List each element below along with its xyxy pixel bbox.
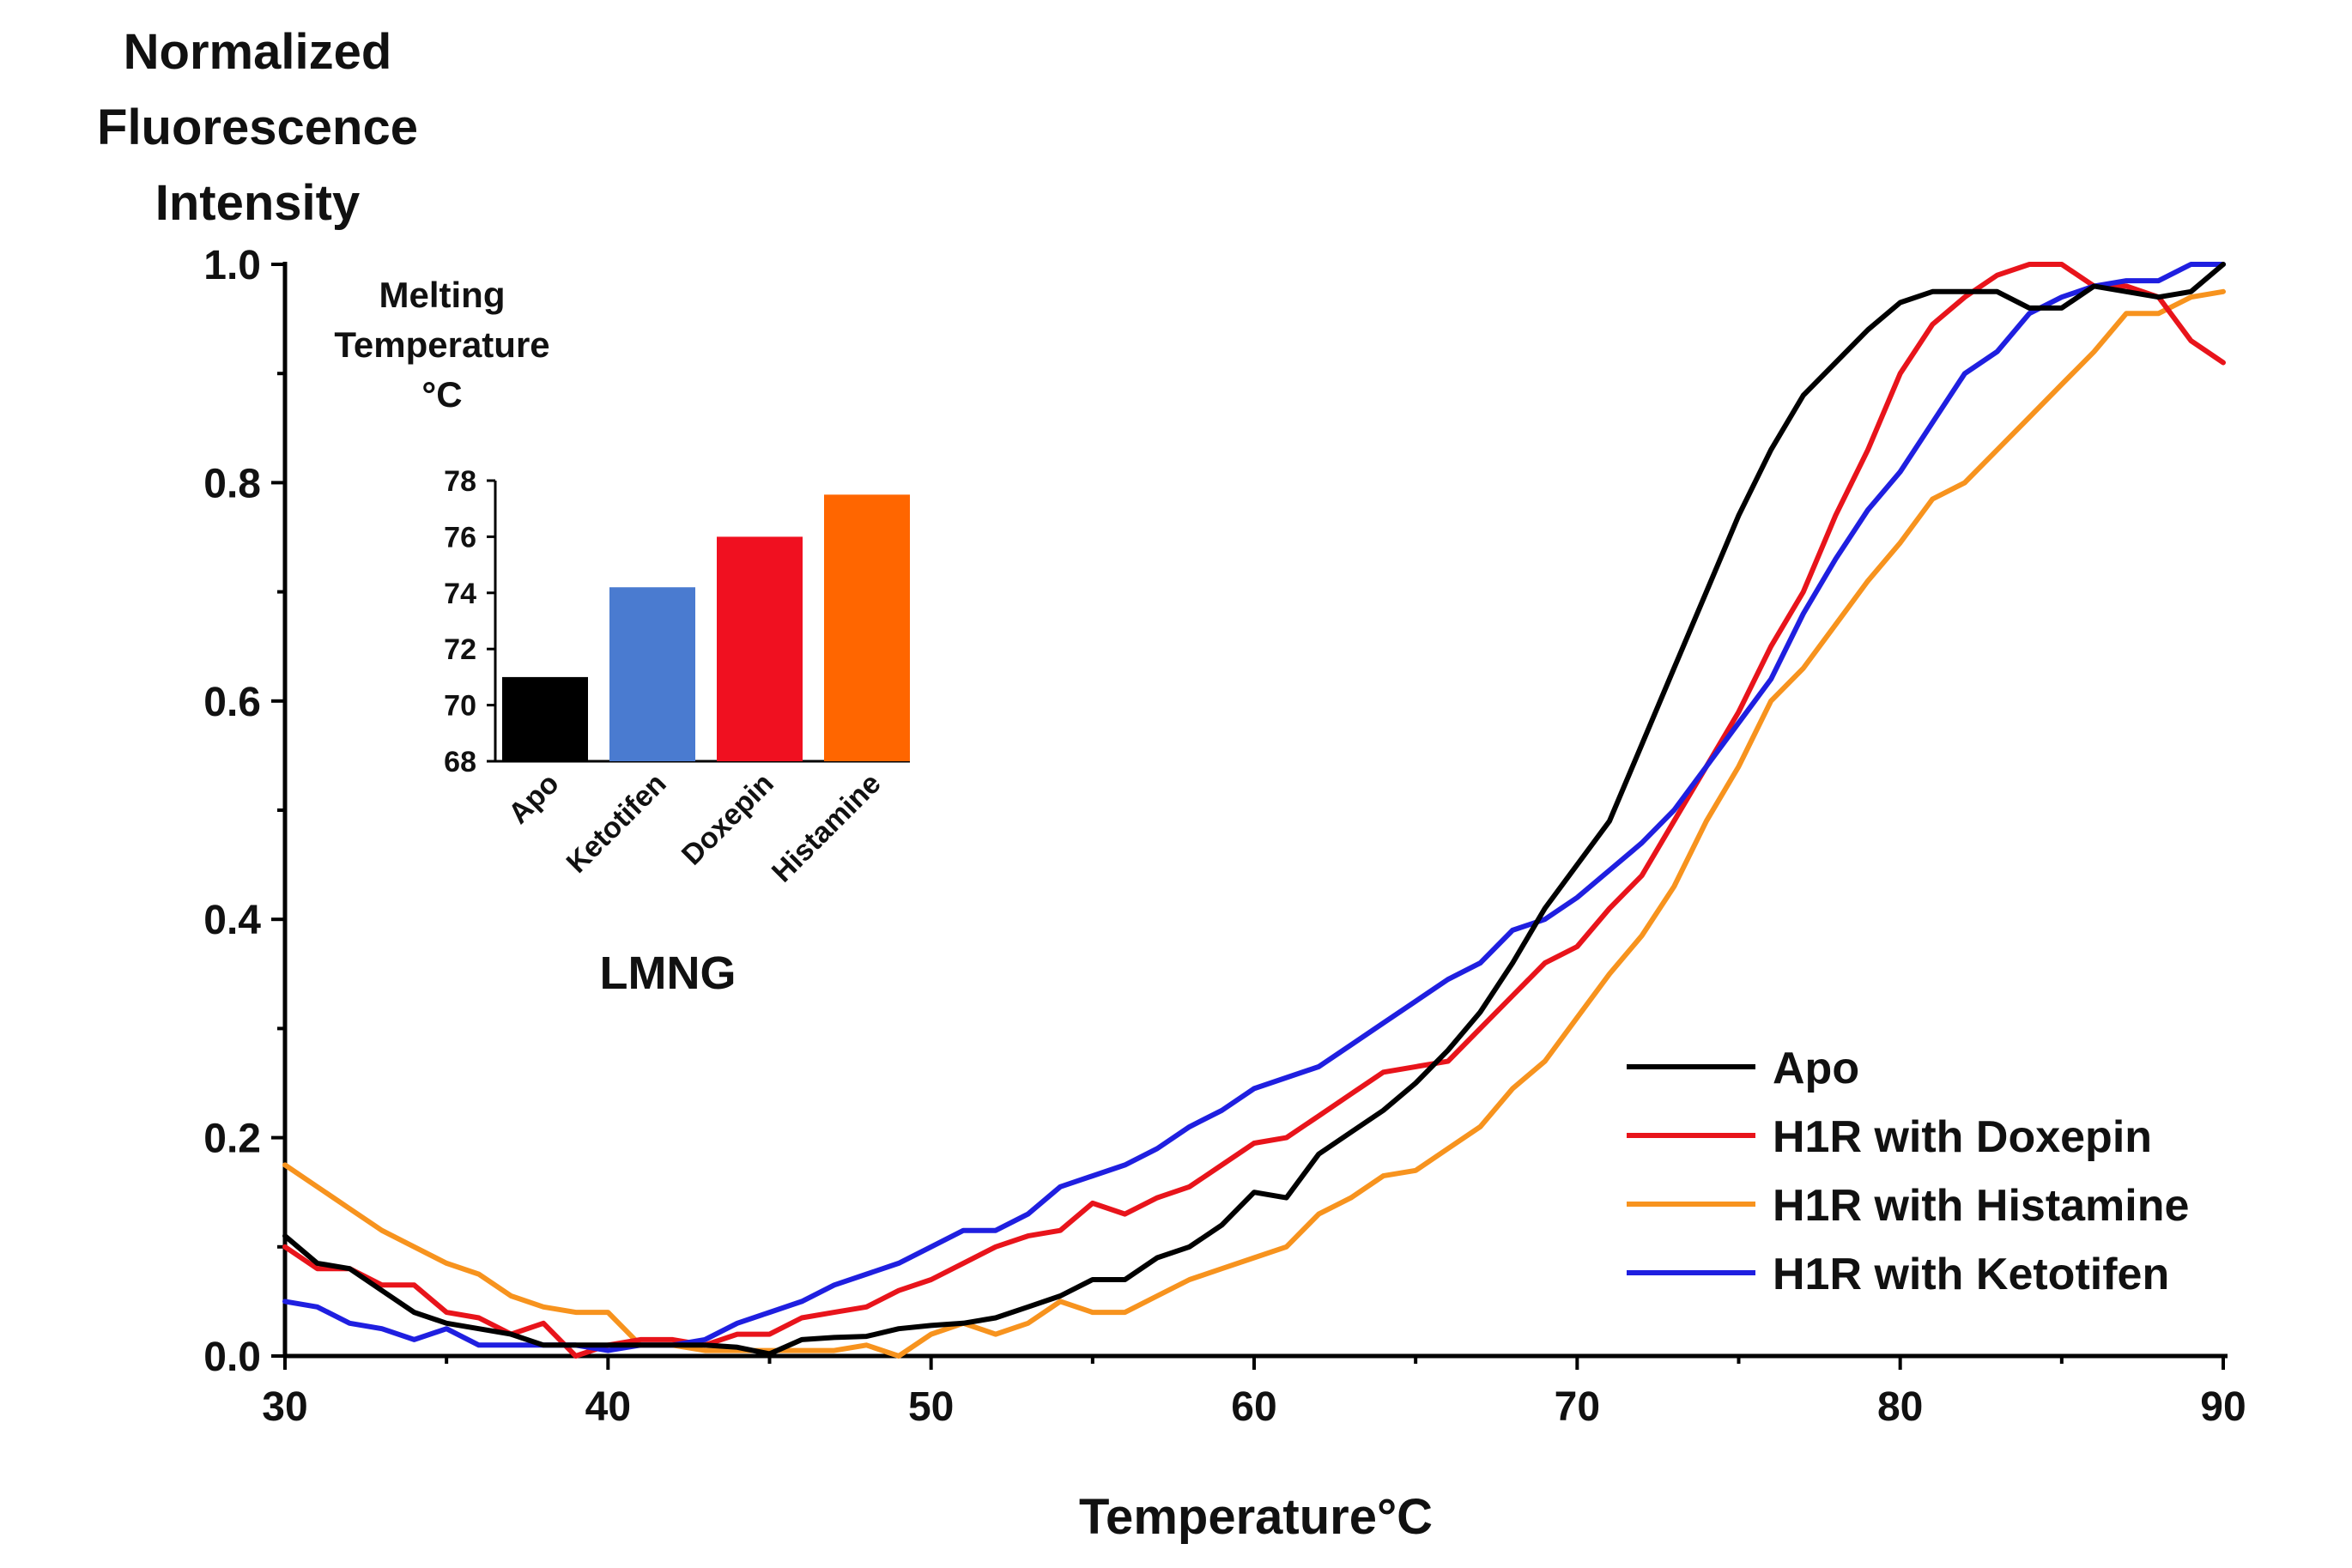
legend-label: Apo [1773, 1044, 1859, 1093]
legend: Apo H1R with Doxepin H1R with Histamine H1R… [1627, 1044, 2189, 1299]
y-axis-title-line-2: Fluorescence [97, 100, 418, 155]
inset-bars [502, 494, 910, 761]
inset-y-tick-label: 70 [444, 690, 476, 723]
inset-bar-chart: Melting Temperature °C 68 70 72 74 76 78 ApoK… [334, 275, 910, 999]
inset-category-label: Apo [502, 767, 566, 831]
inset-y-tick-label: 68 [444, 746, 476, 778]
inset-category-label: Histamine [766, 767, 888, 889]
inset-y-tick-label: 72 [444, 633, 476, 666]
y-tick-label: 0.2 [203, 1117, 261, 1162]
x-tick-label: 80 [1877, 1384, 1923, 1430]
x-ticks: 30 40 50 60 70 80 90 [262, 1356, 2246, 1430]
main-chart: Normalized Fluorescence Intensity 0.0 0.2… [97, 24, 2246, 1545]
y-tick-label: 0.4 [203, 898, 261, 943]
x-tick-label: 30 [262, 1384, 307, 1430]
y-axis-title-line-1: Normalized [124, 24, 392, 80]
inset-category-label: Doxepin [676, 767, 780, 872]
x-tick-label: 90 [2200, 1384, 2246, 1430]
inset-y-tick-label: 78 [444, 465, 476, 498]
y-tick-label: 1.0 [203, 243, 261, 288]
series-line-h1r-with-histamine [282, 288, 2226, 1359]
y-tick-label: 0.6 [203, 680, 261, 725]
x-tick-label: 60 [1231, 1384, 1276, 1430]
inset-title-line-1: Melting [379, 275, 506, 315]
legend-label: H1R with Histamine [1773, 1181, 2189, 1231]
y-ticks: 0.0 0.2 0.4 0.6 0.8 1.0 [203, 243, 285, 1380]
inset-bar-ketotifen [609, 587, 695, 761]
legend-label: H1R with Ketotifen [1773, 1250, 2169, 1299]
x-tick-label: 40 [585, 1384, 631, 1430]
legend-label: H1R with Doxepin [1773, 1112, 2152, 1162]
x-axis-title: Temperature°C [1079, 1489, 1433, 1545]
inset-x-axis-title: LMNG [600, 947, 737, 999]
inset-title-line-3: °C [421, 374, 462, 415]
inset-y-ticks: 68 70 72 74 76 78 [444, 465, 495, 778]
y-tick-label: 0.0 [203, 1335, 261, 1380]
series-line-apo [282, 262, 2226, 1357]
x-tick-label: 70 [1555, 1384, 1600, 1430]
inset-y-tick-label: 74 [444, 578, 476, 610]
inset-bar-doxepin [717, 536, 803, 761]
inset-title-line-2: Temperature [334, 324, 549, 365]
y-tick-label: 0.8 [203, 461, 261, 506]
inset-y-tick-label: 76 [444, 521, 476, 554]
x-tick-label: 50 [908, 1384, 954, 1430]
inset-bar-apo [502, 676, 588, 761]
inset-bar-histamine [824, 494, 910, 761]
series-line-h1r-with-ketotifen [282, 262, 2226, 1353]
series-lines [282, 262, 2226, 1359]
inset-category-label: Ketotifen [561, 767, 673, 880]
y-axis-title-line-3: Intensity [155, 175, 361, 231]
